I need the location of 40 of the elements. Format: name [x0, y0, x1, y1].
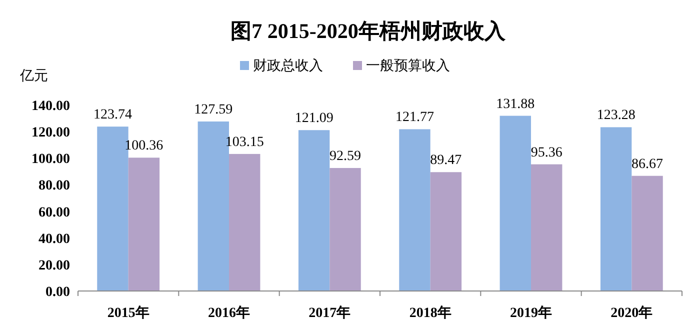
y-tick-label: 100.00 [32, 152, 70, 168]
data-label: 103.15 [225, 134, 264, 150]
x-tick-label: 2016年 [208, 305, 250, 321]
y-tick-label: 120.00 [32, 126, 70, 141]
data-label: 86.67 [632, 156, 664, 172]
data-label: 100.36 [124, 138, 164, 154]
x-tick-label: 2015年 [107, 305, 150, 321]
chart-title: 图7 2015-2020年梧州财政收入 [230, 19, 506, 43]
x-tick-label: 2018年 [409, 305, 452, 321]
bar [430, 172, 462, 291]
x-tick-label: 2020年 [610, 305, 653, 321]
bar [600, 127, 632, 291]
y-axis-title: 亿元 [19, 67, 48, 83]
bar [399, 129, 430, 291]
x-tick-label: 2017年 [308, 305, 351, 321]
bar [330, 168, 361, 291]
data-label: 131.88 [496, 96, 535, 112]
data-label: 92.59 [330, 148, 362, 164]
bar [531, 164, 562, 291]
bar [128, 158, 160, 291]
y-tick-label: 20.00 [38, 258, 70, 274]
y-tick-label: 80.00 [38, 178, 70, 194]
data-label: 123.74 [93, 108, 132, 123]
y-tick-label: 40.00 [38, 232, 70, 247]
x-tick-label: 2019年 [510, 305, 552, 321]
y-tick-label: 140.00 [32, 99, 70, 114]
y-tick-label: 60.00 [38, 205, 70, 220]
bar [500, 116, 531, 291]
legend-label: 财政总收入 [253, 57, 323, 73]
data-label: 89.47 [430, 153, 462, 168]
legend-label: 一般预算收入 [366, 57, 450, 73]
data-label: 123.28 [596, 108, 636, 124]
data-label: 127.59 [194, 102, 233, 118]
bar [229, 154, 260, 291]
bar [632, 176, 663, 291]
bar [298, 130, 330, 291]
data-label: 121.77 [395, 110, 434, 126]
data-label: 121.09 [294, 111, 334, 126]
y-tick-label: 0.00 [46, 285, 70, 300]
data-label: 95.36 [530, 145, 562, 160]
